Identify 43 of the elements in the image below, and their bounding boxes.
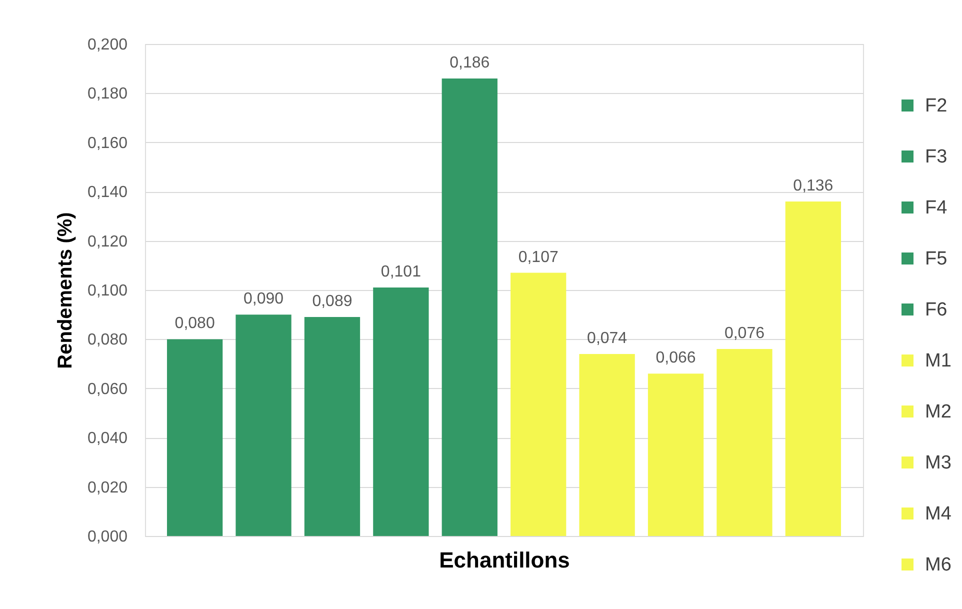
bar <box>716 349 772 536</box>
data-label: 0,080 <box>174 315 215 332</box>
y-axis-title: Rendements (%) <box>54 212 76 369</box>
legend-label: M2 <box>925 402 952 422</box>
bar <box>510 272 566 536</box>
y-tick-label: 0,120 <box>87 233 128 250</box>
data-label: 0,101 <box>380 264 422 281</box>
y-tick-label: 0,160 <box>87 134 128 152</box>
legend-label: M6 <box>925 554 952 576</box>
data-label: 0,107 <box>518 248 558 266</box>
data-label: 0,074 <box>587 330 628 347</box>
bar <box>373 288 429 536</box>
y-tick-label: 0,060 <box>87 380 128 398</box>
data-label: 0,136 <box>793 177 834 194</box>
legend-label: M1 <box>925 350 952 372</box>
legend-label: M3 <box>925 452 952 474</box>
bar <box>785 201 842 536</box>
bar <box>236 314 292 536</box>
y-tick-label: 0,000 <box>87 528 128 546</box>
y-tick-label: 0,040 <box>87 430 128 448</box>
data-label: 0,186 <box>450 54 490 72</box>
y-tick-label: 0,080 <box>87 332 128 349</box>
data-label: 0,090 <box>244 290 284 308</box>
legend-label: F6 <box>925 300 948 320</box>
legend-label: F3 <box>925 146 948 168</box>
legend-label: F4 <box>925 198 948 218</box>
data-label: 0,076 <box>724 325 765 342</box>
bar <box>304 317 360 536</box>
data-label: 0,066 <box>656 350 696 367</box>
legend-label: M4 <box>925 504 952 524</box>
x-axis-title: Echantillons <box>439 548 570 572</box>
legend-label: F5 <box>925 248 948 270</box>
y-tick-label: 0,180 <box>87 86 128 103</box>
bar <box>579 354 635 536</box>
bar <box>166 339 223 536</box>
legend-label: F2 <box>925 96 948 116</box>
y-tick-label: 0,020 <box>87 479 128 496</box>
y-tick-label: 0,100 <box>87 282 128 300</box>
bar <box>442 78 498 536</box>
y-tick-label: 0,200 <box>87 36 128 54</box>
data-label: 0,089 <box>312 293 352 310</box>
y-tick-label: 0,140 <box>87 184 128 202</box>
bar <box>648 374 704 536</box>
